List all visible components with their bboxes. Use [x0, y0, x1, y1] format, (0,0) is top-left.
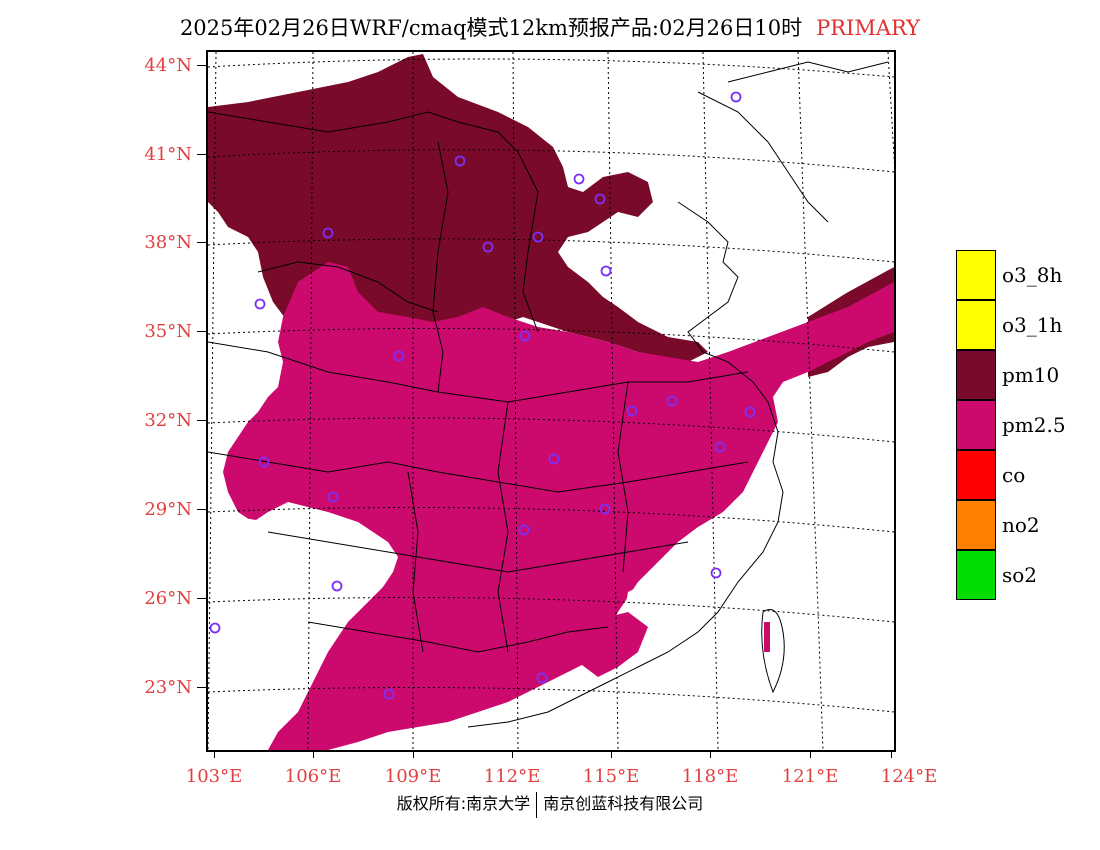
legend-label: pm2.5	[1002, 413, 1066, 437]
footer-right: 南京创蓝科技有限公司	[543, 794, 704, 813]
station-marker	[594, 193, 606, 205]
station-marker	[209, 622, 221, 634]
station-marker	[327, 491, 339, 503]
station-marker	[666, 395, 678, 407]
station-marker	[626, 405, 638, 417]
legend-label: so2	[1002, 563, 1038, 587]
lon-tick	[413, 750, 414, 758]
lon-tick	[710, 750, 711, 758]
legend-label: pm10	[1002, 363, 1060, 387]
station-marker	[744, 406, 756, 418]
lat-tick	[197, 331, 206, 332]
lon-tick	[611, 750, 612, 758]
lon-tick	[214, 750, 215, 758]
pm25-patch-taiwan	[764, 622, 770, 652]
lon-tick	[810, 750, 811, 758]
station-marker	[331, 580, 343, 592]
legend-swatch	[956, 450, 996, 500]
station-marker	[573, 173, 585, 185]
lat-label: 38°N	[144, 232, 192, 253]
lon-tick	[313, 750, 314, 758]
station-marker	[710, 567, 722, 579]
lon-label: 103°E	[185, 766, 243, 787]
station-markers	[209, 91, 756, 700]
lon-tick	[512, 750, 513, 758]
lat-tick	[197, 509, 206, 510]
boundaries	[208, 61, 889, 728]
legend-swatch	[956, 500, 996, 550]
pm25-region	[223, 262, 894, 750]
station-marker	[532, 231, 544, 243]
lat-label: 44°N	[144, 55, 192, 76]
legend-swatch	[956, 400, 996, 450]
footer-left: 版权所有:南京大学	[396, 794, 531, 813]
station-marker	[454, 155, 466, 167]
title-main: 2025年02月26日WRF/cmaq模式12km预报产品:02月26日10时	[179, 16, 803, 40]
lon-label: 115°E	[582, 766, 640, 787]
lat-tick	[197, 242, 206, 243]
clear-region-northwest	[208, 52, 408, 104]
station-marker	[714, 441, 726, 453]
pm25-patch-south	[573, 612, 648, 677]
station-marker	[536, 672, 548, 684]
map-canvas	[208, 52, 894, 750]
clear-region-south	[508, 522, 894, 750]
title-primary-tag: PRIMARY	[816, 16, 921, 40]
lat-label: 26°N	[144, 588, 192, 609]
lon-label: 121°E	[781, 766, 839, 787]
station-marker	[322, 227, 334, 239]
lon-label: 106°E	[284, 766, 342, 787]
legend-label: o3_1h	[1002, 313, 1063, 337]
legend-swatch	[956, 350, 996, 400]
station-marker	[518, 524, 530, 536]
station-marker	[548, 453, 560, 465]
station-marker	[383, 688, 395, 700]
legend-swatch	[956, 550, 996, 600]
legend-swatch	[956, 250, 996, 300]
lat-label: 41°N	[144, 144, 192, 165]
legend-swatch	[956, 300, 996, 350]
station-marker	[482, 241, 494, 253]
lat-label: 23°N	[144, 677, 192, 698]
clear-region-northeast	[423, 52, 894, 230]
lat-label: 32°N	[144, 410, 192, 431]
station-marker	[393, 350, 405, 362]
clear-region-coast	[598, 192, 894, 342]
station-marker	[730, 91, 742, 103]
legend-label: no2	[1002, 513, 1040, 537]
footer-separator	[536, 791, 538, 818]
station-marker	[519, 330, 531, 342]
lon-label: 118°E	[681, 766, 739, 787]
lat-tick	[197, 65, 206, 66]
station-marker	[254, 298, 266, 310]
lon-label: 109°E	[384, 766, 442, 787]
lat-tick	[197, 420, 206, 421]
lat-tick	[197, 687, 206, 688]
lat-label: 29°N	[144, 499, 192, 520]
lat-label: 35°N	[144, 321, 192, 342]
legend-label: co	[1002, 463, 1026, 487]
station-marker	[599, 503, 611, 515]
clear-region-southwest	[208, 512, 338, 692]
lon-label: 112°E	[483, 766, 541, 787]
legend-label: o3_8h	[1002, 263, 1063, 287]
station-marker	[258, 456, 270, 468]
lon-label: 124°E	[880, 766, 938, 787]
copyright-footer: 版权所有:南京大学 南京创蓝科技有限公司	[0, 790, 1100, 818]
lat-tick	[197, 598, 206, 599]
map-panel[interactable]	[206, 50, 896, 752]
station-marker	[600, 265, 612, 277]
lon-tick	[891, 750, 892, 758]
map-title: 2025年02月26日WRF/cmaq模式12km预报产品:02月26日10时 P…	[0, 12, 1100, 42]
graticule	[208, 52, 894, 750]
lat-tick	[197, 154, 206, 155]
